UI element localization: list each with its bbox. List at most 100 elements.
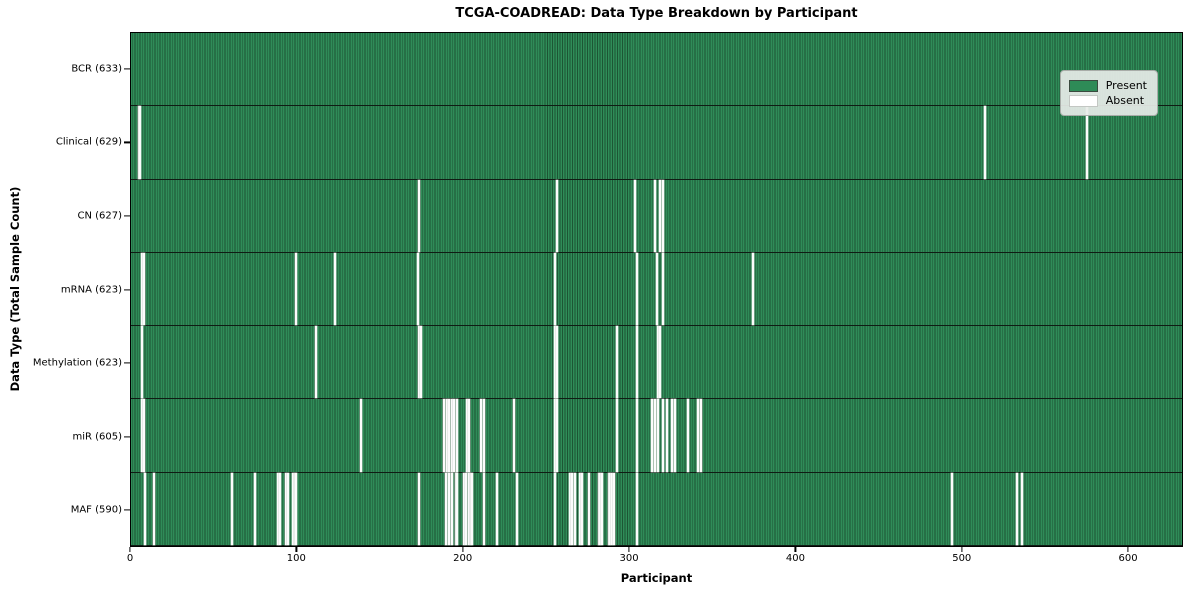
- absent-stripe: [655, 252, 658, 326]
- absent-stripe: [144, 472, 147, 545]
- absent-stripe: [418, 472, 421, 545]
- absent-stripe: [496, 472, 499, 545]
- x-tick-mark: [1127, 547, 1129, 552]
- absent-stripe: [635, 252, 638, 326]
- absent-stripe: [556, 399, 559, 472]
- absent-stripe: [468, 472, 471, 545]
- absent-stripe: [635, 326, 638, 399]
- absent-stripe: [444, 472, 447, 545]
- absent-stripe: [295, 252, 298, 326]
- legend-label-absent: Absent: [1105, 94, 1145, 107]
- y-axis-labels: BCR (633) Clinical (629) CN (627) mRNA (623…: [0, 32, 122, 547]
- present-swatch: [1068, 79, 1098, 92]
- absent-stripe: [464, 472, 467, 545]
- absent-stripe: [418, 326, 421, 399]
- absent-stripe: [569, 472, 572, 545]
- absent-stripe: [615, 326, 618, 399]
- absent-stripe: [687, 399, 690, 472]
- absent-stripe: [360, 399, 363, 472]
- absent-stripe: [554, 252, 557, 326]
- absent-stripe: [287, 472, 290, 545]
- absent-stripe: [751, 252, 754, 326]
- legend-entry-absent: Absent: [1068, 94, 1147, 107]
- y-tick-label-maf: MAF (590): [70, 504, 122, 516]
- absent-stripe: [479, 399, 482, 472]
- absent-stripe: [466, 399, 469, 472]
- absent-stripe: [454, 472, 457, 545]
- absent-stripe: [657, 399, 660, 472]
- absent-stripe: [554, 472, 557, 545]
- absent-stripe: [599, 472, 602, 545]
- absent-stripe: [635, 399, 638, 472]
- absent-stripe: [142, 252, 145, 326]
- heatmap-row-maf: [131, 472, 1182, 546]
- absent-stripe: [662, 179, 665, 252]
- absent-stripe: [658, 179, 661, 252]
- absent-stripe: [609, 472, 612, 545]
- absent-stripe: [697, 399, 700, 472]
- absent-stripe: [139, 106, 142, 179]
- y-tick-mark: [124, 362, 130, 364]
- y-tick-label-bcr: BCR (633): [71, 63, 122, 75]
- y-tick-mark: [124, 436, 130, 438]
- absent-stripe: [140, 399, 143, 472]
- absent-stripe: [471, 472, 474, 545]
- absent-stripe: [315, 326, 318, 399]
- y-tick-label-mrna: mRNA (623): [60, 284, 122, 295]
- heatmap-row-bcr: [131, 33, 1182, 107]
- x-tick-label: 200: [453, 553, 473, 564]
- heatmap-row-clinical: [131, 106, 1182, 180]
- heatmap-row-cn: [131, 179, 1182, 253]
- absent-stripe: [140, 326, 143, 399]
- x-tick-mark: [961, 547, 963, 552]
- y-tick-mark: [124, 68, 130, 70]
- absent-stripe: [615, 399, 618, 472]
- absent-stripe: [142, 399, 145, 472]
- x-tick-label: 400: [785, 553, 805, 564]
- absent-stripe: [570, 472, 573, 545]
- x-tick-label: 300: [619, 553, 639, 564]
- x-tick-label: 0: [126, 553, 134, 564]
- absent-stripe: [253, 472, 256, 545]
- x-axis-label: Participant: [620, 571, 693, 585]
- absent-stripe: [419, 326, 422, 399]
- absent-stripe: [463, 472, 466, 545]
- absent-stripe: [1020, 472, 1023, 545]
- absent-stripe: [634, 179, 637, 252]
- absent-stripe: [662, 252, 665, 326]
- absent-stripe: [574, 472, 577, 545]
- legend-label-present: Present: [1105, 79, 1147, 92]
- absent-stripe: [1085, 106, 1088, 179]
- y-axis-tick-marks: [124, 32, 130, 547]
- x-tick-mark: [129, 547, 131, 552]
- absent-stripe: [285, 472, 288, 545]
- absent-stripe: [448, 399, 451, 472]
- absent-stripe: [443, 399, 446, 472]
- heatmap-row-methylation: [131, 326, 1182, 400]
- x-tick-label: 600: [1118, 553, 1138, 564]
- x-axis-tick-labels: 0 100 200 300 400 500 600: [126, 553, 1183, 567]
- absent-stripe: [140, 252, 143, 326]
- absent-stripe: [418, 179, 421, 252]
- absent-stripe: [662, 399, 665, 472]
- absent-stripe: [587, 472, 590, 545]
- y-tick-label-clinical: Clinical (629): [55, 136, 122, 148]
- absent-stripe: [451, 472, 454, 545]
- absent-stripe: [607, 472, 610, 545]
- x-tick-label: 500: [952, 553, 972, 564]
- y-tick-mark: [124, 509, 130, 511]
- absent-stripe: [1015, 472, 1018, 545]
- y-tick-label-mir: miR (605): [72, 431, 122, 443]
- heatmap-row-mrna: [131, 252, 1182, 327]
- absent-swatch: [1068, 94, 1098, 107]
- absent-stripe: [230, 472, 233, 545]
- absent-stripe: [700, 399, 703, 472]
- absent-stripe: [556, 179, 559, 252]
- absent-stripe: [635, 472, 638, 545]
- absent-stripe: [612, 472, 615, 545]
- absent-stripe: [278, 472, 281, 545]
- absent-stripe: [456, 399, 459, 472]
- absent-stripe: [951, 472, 954, 545]
- absent-stripe: [657, 326, 660, 399]
